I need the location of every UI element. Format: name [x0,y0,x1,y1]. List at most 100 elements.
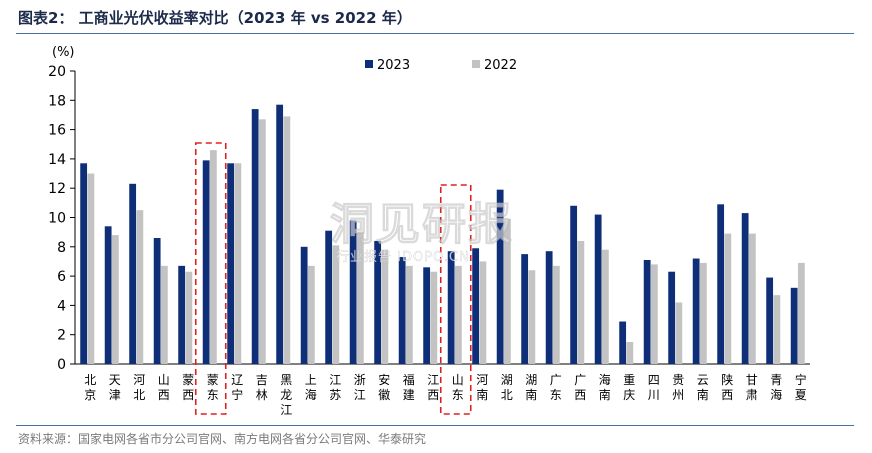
x-tick-label: 东 [452,388,464,402]
bar-2023 [447,251,455,364]
x-tick-label: 山 [452,373,464,387]
legend-label-2023: 2023 [377,58,410,73]
bar-2022 [675,302,683,364]
x-tick-label: 林 [256,388,268,402]
legend-swatch-2023 [365,60,373,68]
bar-2022 [283,116,291,364]
x-tick-label: 河 [476,373,488,387]
bar-2022 [185,271,193,364]
x-tick-label: 西 [182,388,194,402]
bar-2022 [258,119,266,364]
bar-2023 [496,189,504,364]
x-tick-label: 辽 [231,373,243,387]
y-tick-label: 20 [48,64,66,80]
bar-2023 [276,104,284,364]
bar-2022 [626,342,634,364]
legend-swatch-2022 [472,60,480,68]
bar-2023 [227,163,235,364]
x-tick-label: 东 [550,388,562,402]
legend-label-2022: 2022 [484,58,517,73]
x-tick-label: 夏 [795,388,807,402]
bar-2023 [153,238,161,364]
bar-2022 [234,163,242,364]
source-note: 资料来源：国家电网各省市分公司官网、南方电网各省分公司官网、华泰研究 [18,432,427,446]
x-tick-label: 东 [207,388,219,402]
x-tick-label: 西 [721,388,733,402]
highlight-box [439,184,472,415]
bar-2022 [699,262,707,364]
bar-2022 [209,150,217,364]
y-tick-label: 0 [57,357,66,373]
x-tick-label: 青 [770,373,782,387]
bar-2023 [374,240,382,364]
title-bar: 图表2： 工商业光伏收益率对比（2023 年 vs 2022 年） [0,0,872,34]
bar-2022 [87,173,95,364]
x-tick-label: 四 [648,373,660,387]
bar-2022 [160,265,168,364]
bar-2022 [773,295,781,364]
x-tick-label: 吉 [256,373,268,387]
bar-2022 [748,233,756,364]
bar-2022 [381,249,389,364]
x-tick-label: 宁 [231,387,243,402]
x-tick-label: 龙 [280,388,292,402]
y-tick-label: 16 [48,123,66,139]
bar-2023 [790,287,798,364]
x-tick-label: 上 [305,373,317,387]
bar-2023 [300,246,308,364]
bar-2022 [356,232,364,364]
bar-2023 [619,321,627,364]
x-tick-label: 江 [280,403,292,417]
y-unit-label: (%) [52,45,75,60]
x-tick-label: 北 [133,388,145,402]
y-tick-label: 6 [57,269,66,285]
x-tick-label: 蒙 [182,373,194,387]
bar-2023 [766,277,774,364]
x-tick-label: 广 [550,373,562,387]
bar-2022 [307,265,315,364]
x-tick-label: 肃 [746,388,758,402]
x-tick-label: 河 [133,373,145,387]
y-tick-label: 10 [48,211,66,227]
bar-2023 [692,258,700,364]
bar-2022 [430,271,438,364]
bar-2023 [472,248,480,364]
x-tick-label: 广 [574,373,586,387]
x-tick-label: 陕 [721,372,733,387]
bar-2023 [594,214,602,364]
x-tick-label: 海 [305,387,317,402]
bar-2022 [479,261,487,364]
bar-2023 [325,230,333,364]
bar-2023 [178,265,186,364]
bar-2022 [332,245,340,364]
bar-2023 [643,259,651,364]
bar-2023 [251,109,259,364]
bar-2023 [202,160,210,364]
x-tick-label: 甘 [746,373,758,387]
x-tick-label: 津 [109,388,121,402]
bar-2022 [577,240,585,364]
x-tick-label: 海 [770,387,782,402]
x-tick-label: 州 [672,388,684,402]
x-tick-label: 贵 [672,373,684,387]
x-tick-label: 江 [329,373,341,387]
bar-2023 [349,220,357,364]
footer-divider [16,425,854,426]
bar-2023 [104,226,112,364]
x-tick-label: 蒙 [207,373,219,387]
bar-2023 [80,163,88,364]
x-tick-label: 江 [427,373,439,387]
x-tick-label: 福 [403,372,415,387]
x-tick-label: 北 [84,373,96,387]
bar-2023 [521,254,529,364]
bar-2022 [528,270,536,364]
bar-2022 [136,210,144,364]
x-tick-label: 浙 [354,373,366,387]
x-tick-label: 京 [84,388,96,402]
x-tick-label: 重 [623,373,635,387]
bar-2023 [668,271,676,364]
x-tick-label: 黑 [280,373,292,387]
y-tick-label: 14 [48,152,66,168]
y-tick-label: 8 [57,240,66,256]
x-tick-label: 苏 [329,388,341,402]
